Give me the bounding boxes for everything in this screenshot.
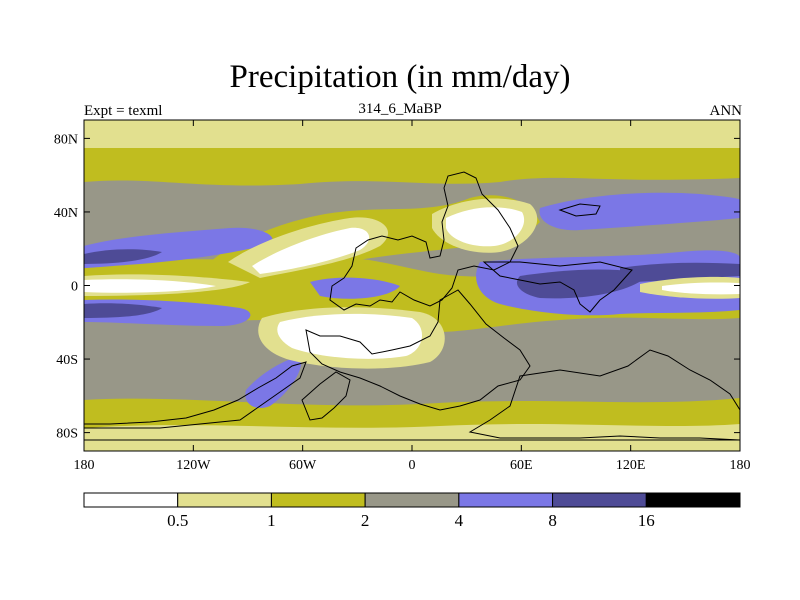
y-tick-label: 40N [54, 206, 78, 221]
colorbar-level-label: 8 [548, 511, 557, 530]
colorbar-level-label: 0.5 [167, 511, 188, 530]
outline-south-landmass [301, 371, 351, 421]
outline-south-continent [305, 289, 531, 411]
x-tick-label: 60W [289, 458, 317, 473]
colorbar-swatch [364, 492, 460, 508]
y-tick-label: 40S [56, 353, 78, 368]
field-north-asia-blue [539, 192, 740, 231]
colorbar-level-label: 16 [638, 511, 655, 530]
x-tick-label: 0 [409, 458, 416, 473]
chart-title: Precipitation (in mm/day) [229, 59, 571, 95]
colorbar-level-label: 1 [267, 511, 276, 530]
field-north-desert-white [252, 227, 370, 274]
subtitle-label: 314_6_MaBP [358, 101, 442, 117]
field-north-pacific-dark [84, 249, 162, 264]
field-south-desert-white [277, 313, 423, 359]
field-south-polar-light [84, 424, 740, 451]
y-tick-label: 80N [54, 132, 78, 147]
colorbar-level-label: 2 [361, 511, 370, 530]
field-north-band-olive [84, 148, 740, 186]
experiment-label: Expt = texml [84, 103, 163, 119]
colorbar-swatch [270, 492, 366, 508]
map-plot-area [84, 120, 740, 451]
colorbar-swatch [458, 492, 554, 508]
colorbar: 0.5 1 2 4 8 16 [83, 492, 741, 530]
colorbar-swatch [552, 492, 647, 508]
outline-north-islands [558, 203, 601, 217]
continent-outlines [84, 171, 740, 441]
field-south-pacific-dark [84, 303, 162, 318]
outline-gondwana-east [468, 349, 740, 441]
outline-north-continent [329, 171, 519, 311]
x-tick-label: 120E [616, 458, 646, 473]
y-tick-label: 0 [71, 280, 78, 295]
field-atlantic-blue [310, 277, 400, 299]
field-indian-ocean-dark [516, 269, 650, 299]
colorbar-swatch [645, 492, 741, 508]
season-label: ANN [709, 103, 743, 119]
y-axis: 80N 40N 0 40S 80S [54, 132, 740, 442]
x-tick-label: 180 [730, 458, 751, 473]
field-west-equator-core [84, 279, 216, 293]
x-tick-label: 180 [74, 458, 95, 473]
colorbar-level-label: 4 [455, 511, 464, 530]
colorbar-swatch [177, 492, 272, 508]
x-axis: 180 120W 60W 0 60E 120E 180 [74, 120, 751, 473]
field-asia-desert-white [446, 207, 525, 247]
field-east-equator-white [662, 282, 740, 295]
outline-southwest-coast [84, 361, 307, 429]
x-tick-label: 60E [510, 458, 533, 473]
x-tick-label: 120W [176, 458, 211, 473]
colorbar-swatch [83, 492, 179, 508]
y-tick-label: 80S [56, 427, 78, 442]
outline-east-continent [482, 261, 633, 313]
